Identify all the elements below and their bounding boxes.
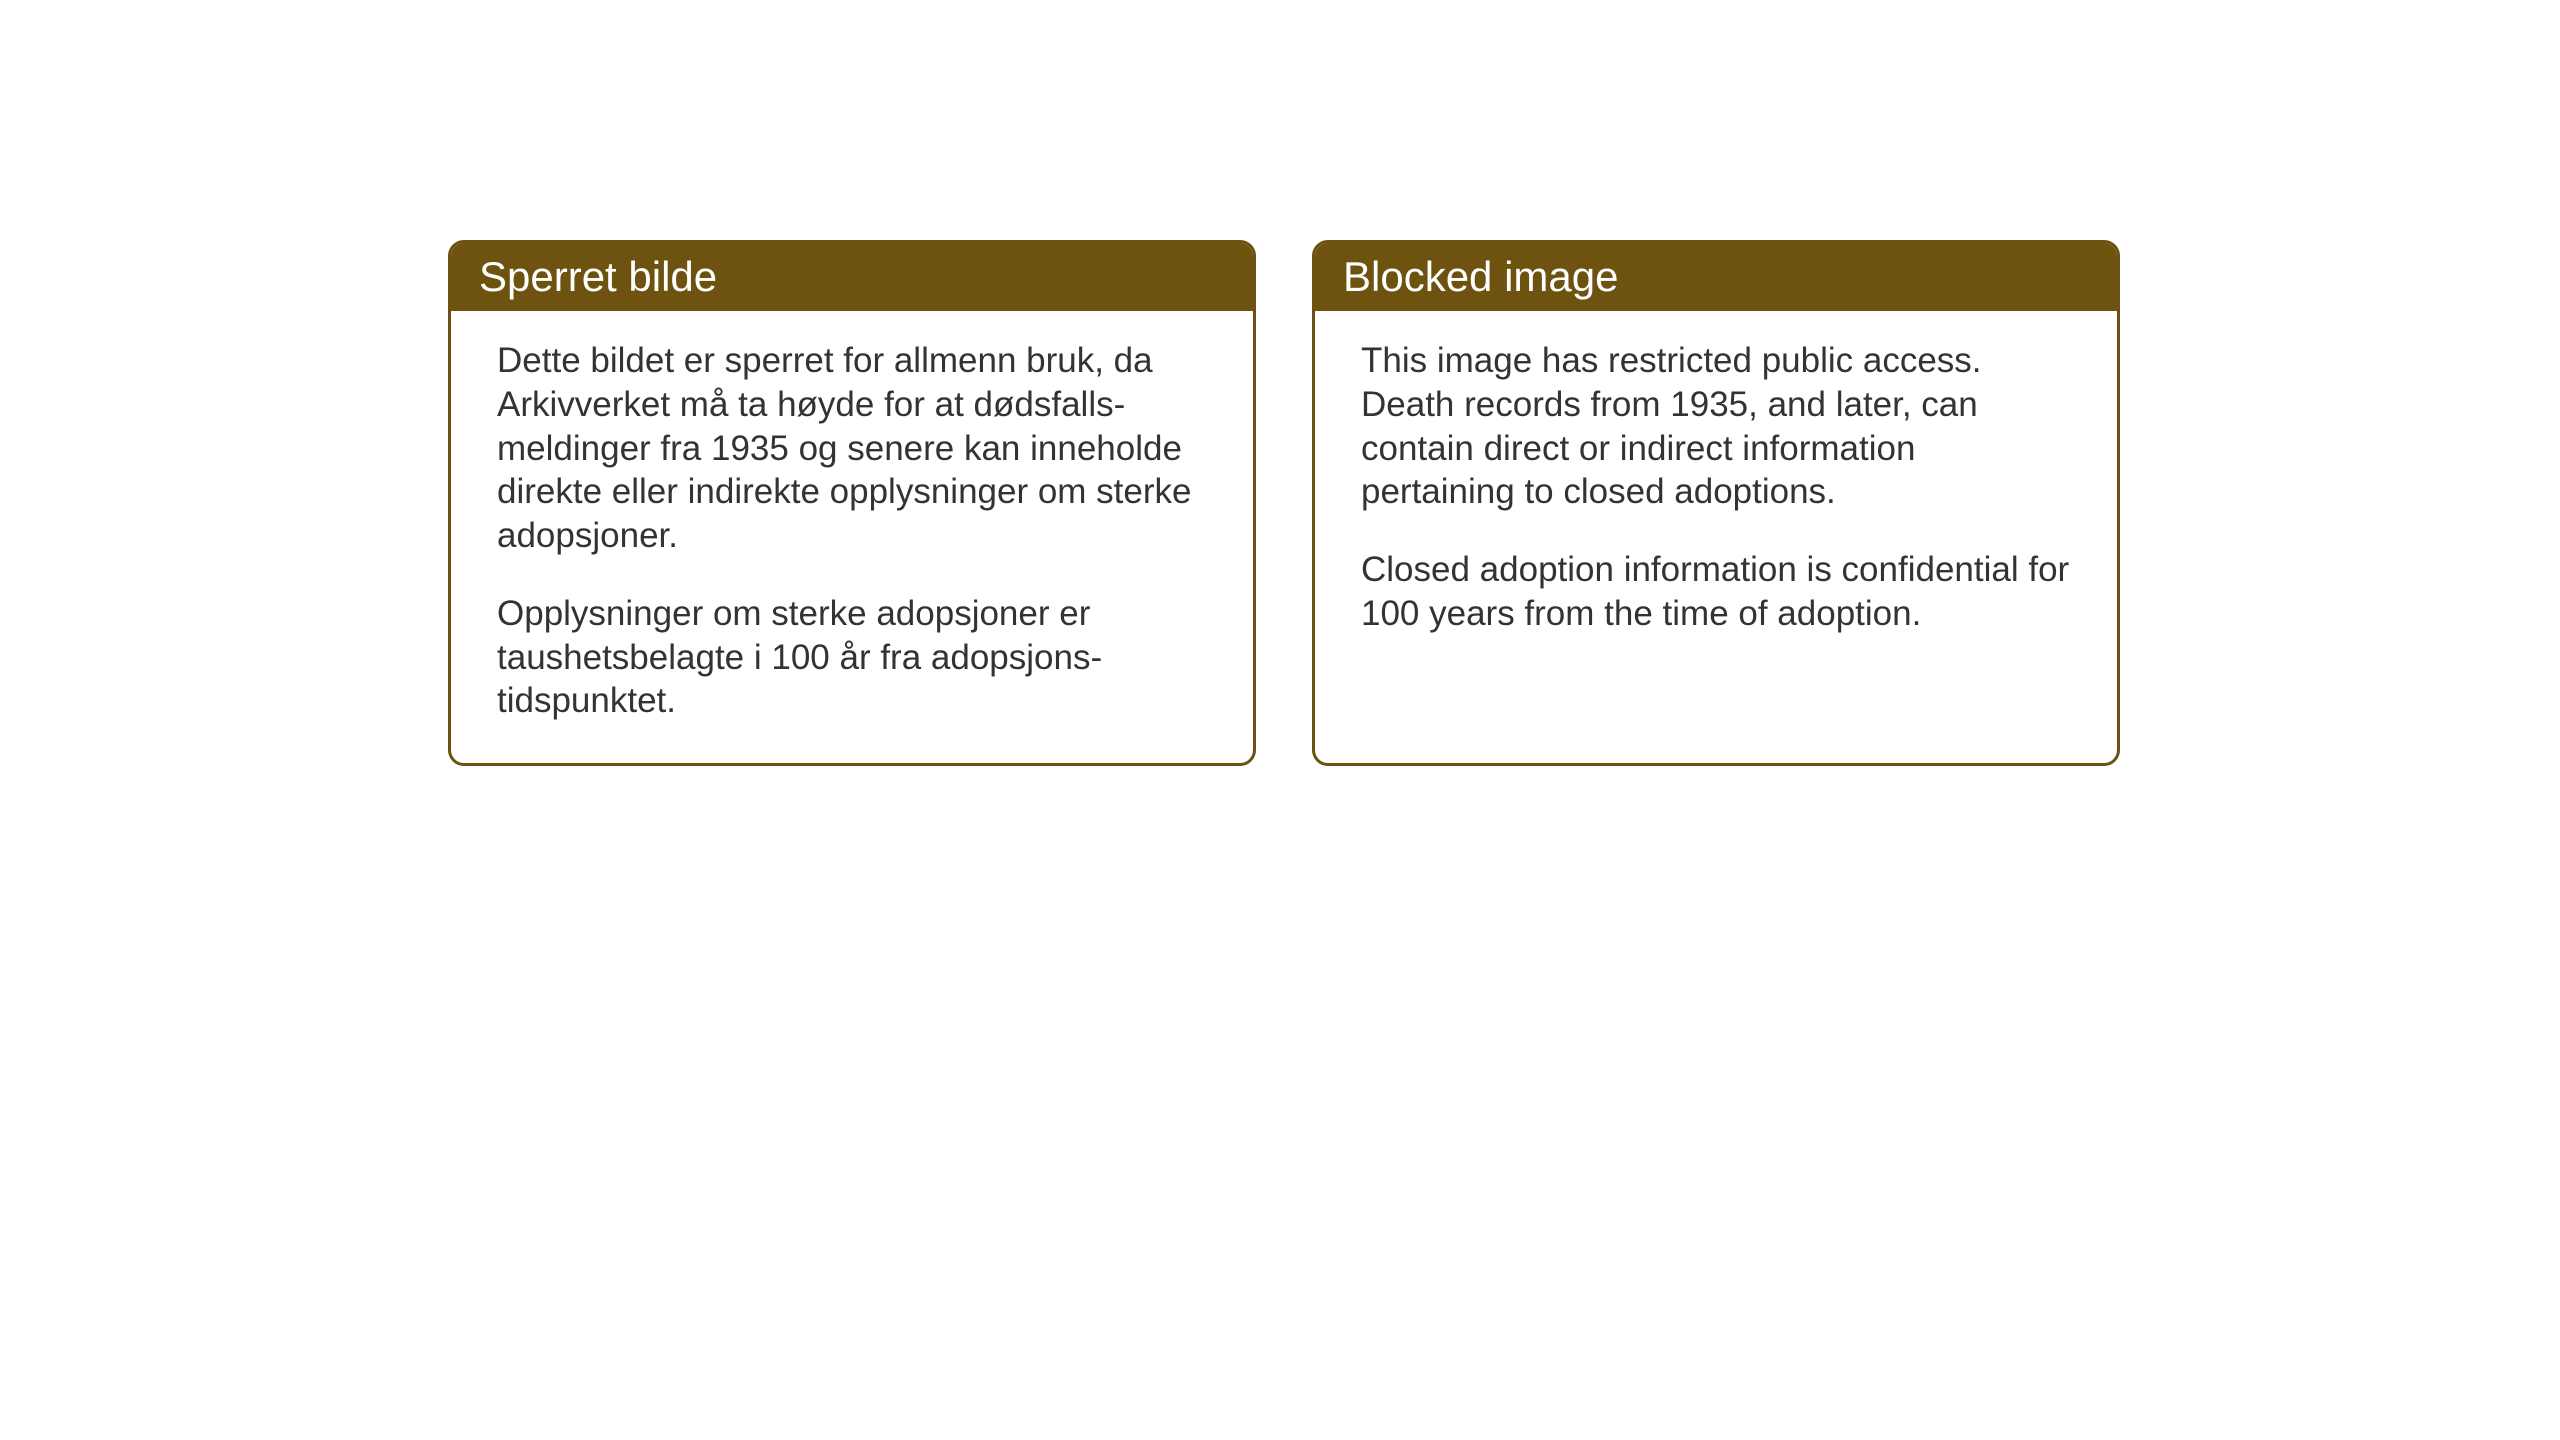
card-body-norwegian: Dette bildet er sperret for allmenn bruk… [451,311,1253,763]
card-paragraph-norwegian-2: Opplysninger om sterke adopsjoner er tau… [497,592,1207,723]
card-header-norwegian: Sperret bilde [451,243,1253,311]
card-body-english: This image has restricted public access.… [1315,311,2117,676]
card-title-norwegian: Sperret bilde [479,253,717,300]
card-paragraph-english-2: Closed adoption information is confident… [1361,548,2071,636]
notice-container: Sperret bilde Dette bildet er sperret fo… [448,240,2120,766]
card-paragraph-norwegian-1: Dette bildet er sperret for allmenn bruk… [497,339,1207,558]
card-paragraph-english-1: This image has restricted public access.… [1361,339,2071,514]
notice-card-english: Blocked image This image has restricted … [1312,240,2120,766]
card-header-english: Blocked image [1315,243,2117,311]
card-title-english: Blocked image [1343,253,1618,300]
notice-card-norwegian: Sperret bilde Dette bildet er sperret fo… [448,240,1256,766]
